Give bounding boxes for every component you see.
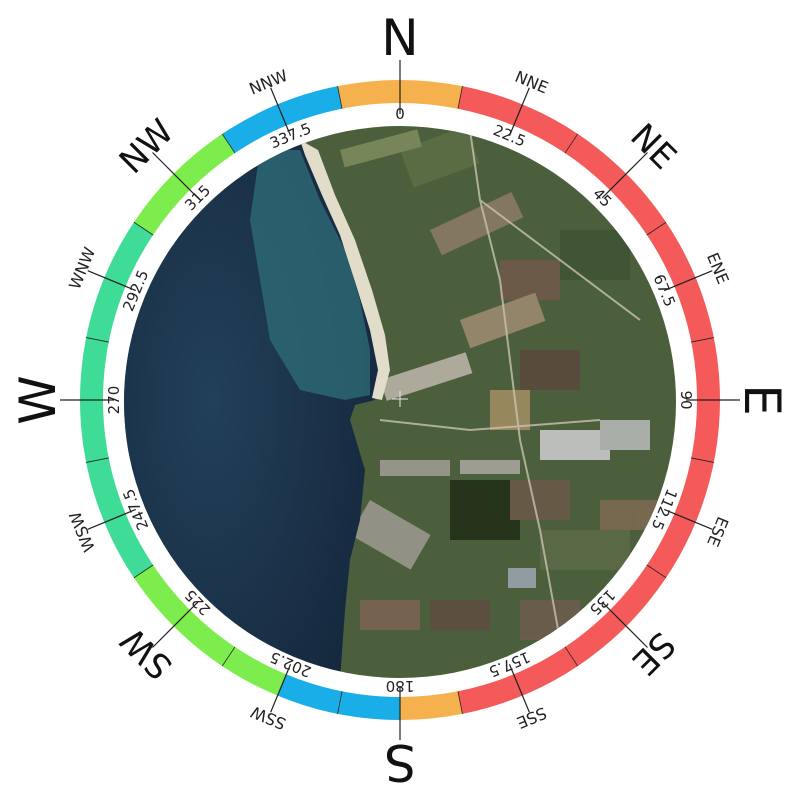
ring-tick — [221, 133, 236, 154]
ring-tick — [133, 221, 154, 236]
ring-tick — [691, 457, 714, 463]
ring-tick — [133, 564, 154, 579]
ring-segment — [222, 86, 343, 154]
shallow-water — [250, 150, 370, 400]
ring-segment — [277, 674, 400, 720]
ring-segment — [400, 691, 463, 720]
degree-label: 0 — [395, 105, 405, 123]
ring-tick — [564, 646, 579, 667]
direction-label-nnw: NNW — [246, 66, 290, 99]
ring-tick — [457, 86, 463, 109]
direction-tick — [663, 270, 713, 292]
direction-label-sse: SSE — [514, 703, 549, 732]
direction-tick — [663, 508, 713, 530]
field-patches — [340, 126, 660, 640]
ring-tick — [86, 457, 109, 463]
beach — [300, 140, 390, 400]
degree-label: 180 — [386, 677, 415, 695]
ring-tick — [337, 86, 343, 109]
ring-tick — [86, 337, 109, 343]
ring-segment — [79, 222, 154, 578]
direction-tick — [508, 87, 530, 137]
direction-label-ene: ENE — [703, 250, 733, 287]
ring-segment — [457, 86, 721, 714]
direction-label-wnw: WNW — [65, 244, 99, 292]
aerial-map — [124, 126, 676, 678]
ring-tick — [691, 337, 714, 343]
compass-ticks — [60, 60, 740, 740]
degree-label: 270 — [105, 386, 123, 415]
direction-tick — [87, 270, 137, 292]
direction-label-wsw: WSW — [65, 509, 99, 555]
direction-label-n: N — [381, 9, 418, 67]
direction-tick — [152, 601, 199, 648]
ring-tick — [646, 221, 667, 236]
direction-tick — [601, 601, 648, 648]
direction-label-ese: ESE — [703, 514, 732, 549]
roads — [379, 129, 641, 641]
direction-tick — [87, 508, 137, 530]
ring-tick — [646, 564, 667, 579]
ring-tick — [221, 646, 236, 667]
direction-label-nne: NNE — [512, 67, 551, 98]
direction-label-w: W — [9, 375, 67, 424]
direction-tick — [152, 152, 199, 199]
direction-tick — [270, 663, 292, 713]
direction-tick — [508, 663, 530, 713]
ring-segment — [133, 565, 287, 696]
ring-tick — [457, 691, 463, 714]
ring-tick — [337, 691, 343, 714]
ring-tick — [564, 133, 579, 154]
direction-label-ssw: SSW — [248, 702, 289, 733]
direction-label-s: S — [384, 733, 416, 791]
center-crosshair — [392, 391, 408, 407]
direction-tick — [601, 152, 648, 199]
direction-tick — [270, 87, 292, 137]
direction-label-e: E — [733, 384, 791, 416]
degree-label: 90 — [677, 390, 695, 409]
